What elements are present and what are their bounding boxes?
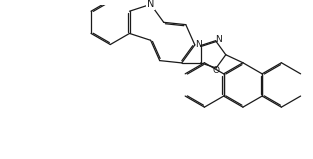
Text: O: O (213, 66, 220, 75)
Text: N: N (195, 40, 202, 49)
Text: N: N (215, 35, 222, 44)
Text: N: N (147, 0, 154, 9)
